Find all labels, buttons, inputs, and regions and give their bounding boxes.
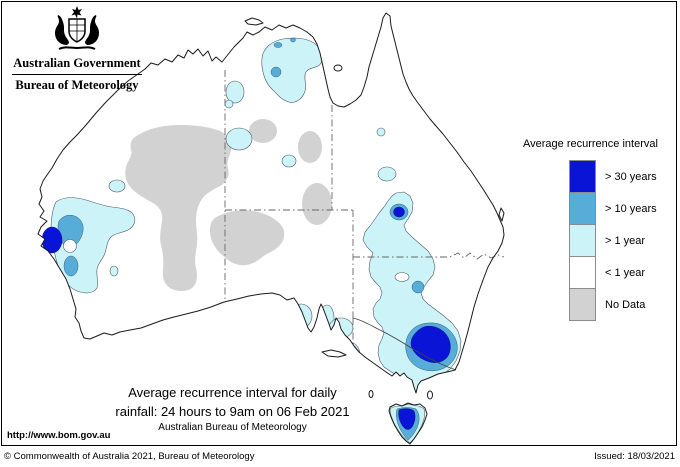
nodata-regions	[125, 119, 332, 291]
island-melville	[244, 17, 264, 26]
legend-item: > 10 years	[569, 192, 677, 225]
australia-map	[37, 12, 505, 445]
copyright-text: © Commonwealth of Australia 2021, Bureau…	[4, 451, 255, 462]
legend-swatch	[569, 160, 596, 193]
legend-label: > 30 years	[605, 170, 657, 183]
island-king	[368, 390, 374, 398]
logo-divider	[12, 74, 142, 75]
island-fraser	[498, 207, 505, 222]
legend: Average recurrence interval > 30 years >…	[523, 138, 677, 321]
map-caption: Average recurrence interval for daily ra…	[60, 385, 405, 433]
legend-label: No Data	[605, 298, 646, 311]
legend-label: > 10 years	[605, 202, 657, 215]
coat-of-arms-icon	[55, 6, 99, 50]
url-text: http://www.bom.gov.au	[7, 430, 111, 441]
legend-swatch	[569, 192, 596, 225]
legend-label: > 1 year	[605, 234, 646, 247]
legend-title: Average recurrence interval	[523, 138, 658, 150]
caption-line1: Average recurrence interval for daily	[128, 385, 337, 400]
legend-item: < 1 year	[569, 256, 677, 289]
border-nsw-vic	[352, 317, 457, 371]
caption-line2: rainfall: 24 hours to 9am on 06 Feb 2021	[115, 404, 350, 419]
bureau-title: Bureau of Meteorology	[15, 78, 139, 92]
coastline	[37, 12, 505, 445]
legend-swatch	[569, 288, 596, 321]
island-kangaroo	[321, 349, 347, 358]
issued-text: Issued: 18/03/2021	[594, 451, 675, 462]
legend-label: < 1 year	[605, 266, 646, 279]
legend-swatch	[569, 256, 596, 289]
legend-item: > 30 years	[569, 160, 677, 193]
legend-rows: > 30 years > 10 years > 1 year < 1 year …	[569, 160, 677, 321]
legend-item: > 1 year	[569, 224, 677, 257]
white-holes	[63, 239, 410, 282]
legend-item: No Data	[569, 288, 677, 321]
bom-logo: Australian Government Bureau of Meteorol…	[8, 5, 146, 93]
caption-line3: Australian Bureau of Meteorology	[158, 422, 307, 433]
gov-title: Australian Government	[13, 56, 141, 70]
island-flinders	[427, 390, 433, 400]
island-groote	[333, 64, 343, 72]
legend-swatch	[569, 224, 596, 257]
